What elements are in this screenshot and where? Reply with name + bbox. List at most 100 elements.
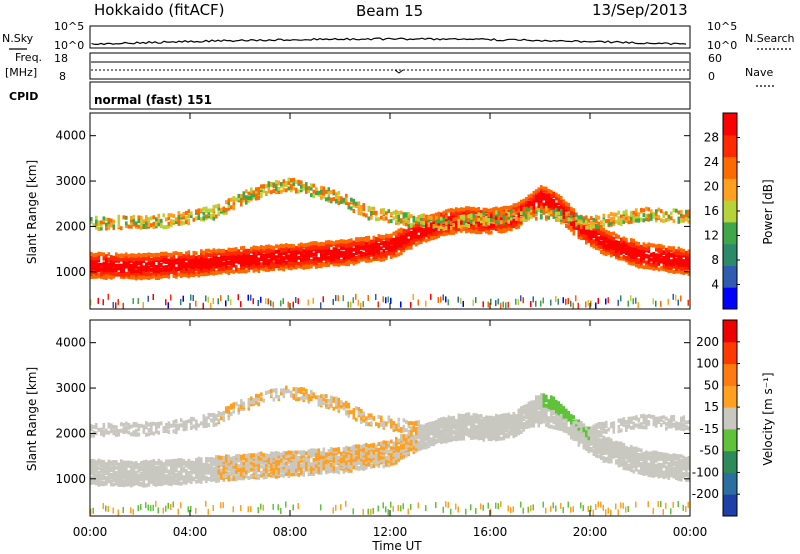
velocity-echo-cell <box>137 482 141 487</box>
power-echo-cell <box>287 248 291 253</box>
power-echo-cell <box>140 215 143 220</box>
power-echo-cell <box>245 261 248 266</box>
power-echo-cell <box>627 260 631 265</box>
velocity-echo-cell <box>300 396 303 401</box>
power-echo-cell <box>492 226 496 231</box>
power-echo-cell <box>642 265 646 270</box>
power-echo-cell <box>265 298 267 305</box>
power-echo-cell <box>595 236 598 241</box>
velocity-echo-cell <box>190 476 193 481</box>
power-echo-cell <box>180 268 183 273</box>
power-echo-cell <box>107 217 111 222</box>
power-echo-cell <box>125 252 128 257</box>
power-echo-cell <box>342 239 346 244</box>
power-echo-cell <box>242 253 246 258</box>
power-echo-cell <box>510 209 513 214</box>
velocity-echo-cell <box>222 416 226 421</box>
power-echo-cell <box>140 274 143 279</box>
power-echo-cell <box>590 242 593 247</box>
power-echo-cell <box>687 299 689 306</box>
power-echo-cell <box>507 225 511 230</box>
power-echo-cell <box>290 262 293 267</box>
velocity-echo-cell <box>132 461 136 466</box>
power-echo-cell <box>620 222 623 227</box>
velocity-echo-cell <box>260 451 263 456</box>
power-echo-cell <box>400 251 403 256</box>
power-echo-cell <box>255 248 258 253</box>
power-echo-cell <box>517 208 521 213</box>
velocity-echo-cell <box>172 464 176 469</box>
power-echo-cell <box>637 260 641 265</box>
velocity-echo-cell <box>215 473 218 478</box>
power-echo-cell <box>290 251 293 256</box>
power-echo-cell <box>597 243 601 248</box>
power-echo-cell <box>210 208 213 213</box>
velocity-echo-cell <box>167 502 169 509</box>
velocity-echo-cell <box>147 428 151 433</box>
power-echo-cell <box>342 197 346 202</box>
velocity-echo-cell <box>240 454 243 459</box>
power-echo-cell <box>637 218 641 223</box>
power-echo-cell <box>262 249 266 254</box>
velocity-echo-cell <box>215 414 218 419</box>
power-echo-cell <box>257 251 261 256</box>
velocity-echo-cell <box>177 477 181 482</box>
power-echo-cell <box>230 261 233 266</box>
velocity-echo-cell <box>207 423 211 428</box>
power-echo-cell <box>402 214 406 219</box>
power-echo-cell <box>212 261 216 266</box>
velocity-echo-cell <box>145 483 148 488</box>
power-echo-cell <box>652 243 656 248</box>
velocity-echo-cell <box>307 463 311 468</box>
velocity-echo-cell <box>185 478 188 483</box>
velocity-echo-cell <box>130 476 133 481</box>
power-echo-cell <box>125 221 128 226</box>
power-echo-cell <box>372 255 376 260</box>
colorbar-segment <box>723 134 737 158</box>
velocity-echo-cell <box>182 475 186 480</box>
power-echo-cell <box>152 294 154 300</box>
power-echo-cell <box>472 206 476 211</box>
power-echo-cell <box>505 222 508 227</box>
power-echo-cell <box>565 214 568 219</box>
power-echo-cell <box>660 251 663 256</box>
power-echo-cell <box>307 242 311 247</box>
power-echo-cell <box>112 255 116 260</box>
velocity-echo-cell <box>330 400 333 405</box>
velocity-echo-cell <box>157 478 161 483</box>
power-echo-cell <box>422 217 426 222</box>
power-echo-cell <box>162 274 166 279</box>
velocity-echo-cell <box>220 468 223 473</box>
power-echo-cell <box>477 212 481 217</box>
power-echo-cell <box>677 259 681 264</box>
power-echo-cell <box>205 295 207 302</box>
velocity-echo-cell <box>192 417 196 422</box>
power-echo-cell <box>382 243 386 248</box>
velocity-echo-cell <box>122 468 126 473</box>
velocity-echo-cell <box>350 452 353 457</box>
power-echo-cell <box>322 262 326 266</box>
velocity-echo-cell <box>357 457 361 462</box>
velocity-echo-cell <box>295 397 298 402</box>
power-echo-cell <box>597 227 601 232</box>
power-echo-cell <box>355 260 358 265</box>
velocity-echo-cell <box>292 457 296 462</box>
velocity-echo-cell <box>317 451 321 456</box>
power-echo-cell <box>667 298 669 305</box>
power-echo-cell <box>105 226 108 231</box>
velocity-echo-cell <box>315 465 318 470</box>
power-echo-cell <box>220 248 223 253</box>
power-echo-cell <box>667 245 671 250</box>
velocity-echo-cell <box>367 422 371 427</box>
power-echo-cell <box>332 257 336 261</box>
power-echo-cell <box>310 248 313 253</box>
power-echo-cell <box>390 297 392 304</box>
velocity-echo-cell <box>290 393 293 398</box>
velocity-echo-cell <box>345 465 348 470</box>
power-echo-cell <box>212 257 216 262</box>
power-echo-cell <box>560 211 563 215</box>
power-echo-cell <box>402 243 406 248</box>
velocity-echo-cell <box>367 508 369 515</box>
power-echo-cell <box>487 230 491 235</box>
power-echo-cell <box>685 259 688 264</box>
